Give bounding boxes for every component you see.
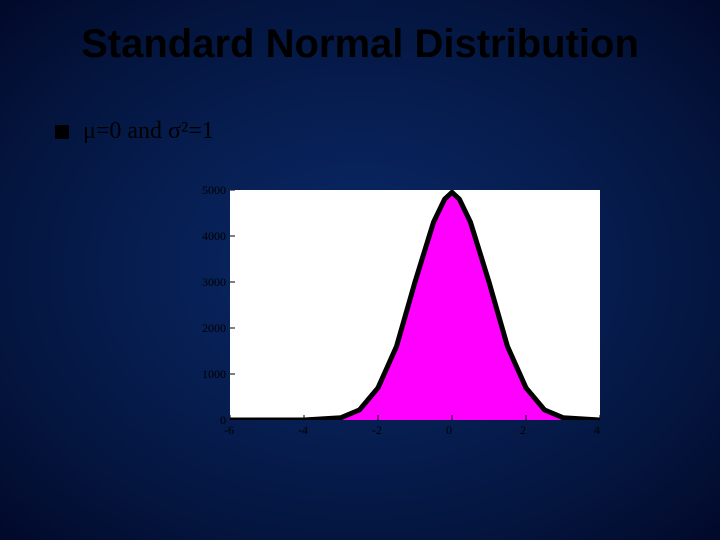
x-axis-label: 4 [594,423,600,438]
title-text: Standard Normal Distribution [81,22,639,66]
bullet-row: μ=0 and σ²=1 [55,118,214,145]
x-axis-label: -4 [298,423,308,438]
page-title: Standard Normal Distribution [0,22,720,67]
normal-curve-chart: 010002000300040005000-6-4-2024 [185,190,605,440]
bullet-text: μ=0 and σ²=1 [83,118,214,145]
y-axis-label: 2000 [202,321,226,336]
y-axis-label: 5000 [202,183,226,198]
x-axis-label: 0 [446,423,452,438]
x-axis-label: -6 [224,423,234,438]
bullet-square-icon [55,125,69,139]
x-axis-label: 2 [520,423,526,438]
y-axis-label: 1000 [202,367,226,382]
y-axis-label: 3000 [202,275,226,290]
x-axis-label: -2 [372,423,382,438]
y-axis-label: 4000 [202,229,226,244]
axis-labels-group: 010002000300040005000-6-4-2024 [185,190,605,440]
